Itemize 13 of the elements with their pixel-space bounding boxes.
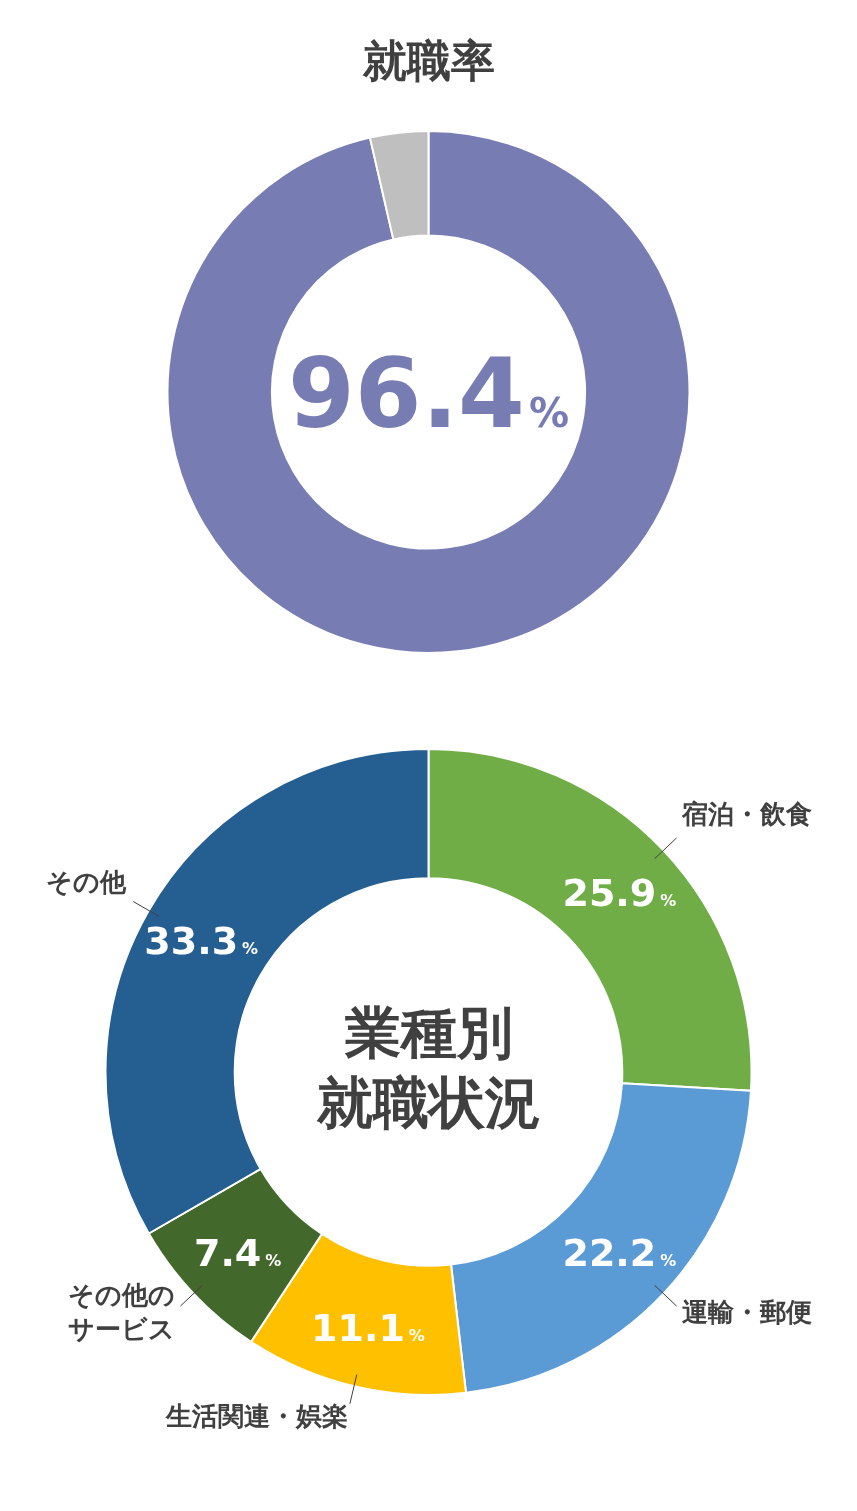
- slice-label: 生活関連・娯楽: [165, 1401, 349, 1432]
- slice-label: その他のサービス: [67, 1280, 175, 1345]
- data-label: 11.1%: [311, 1306, 425, 1351]
- data-label: 7.4%: [193, 1230, 282, 1275]
- slice-label: 宿泊・飲食: [681, 798, 813, 829]
- data-label: 25.9%: [562, 870, 677, 915]
- data-label: 33.3%: [144, 919, 259, 964]
- text: 業種別就職状況: [315, 999, 541, 1135]
- slice-label: その他: [46, 866, 128, 897]
- chart-title: 就職率: [361, 35, 495, 87]
- data-label: 22.2%: [562, 1230, 677, 1275]
- slice-label: 運輸・郵便: [682, 1297, 813, 1328]
- data-label: 96.4%: [288, 337, 569, 450]
